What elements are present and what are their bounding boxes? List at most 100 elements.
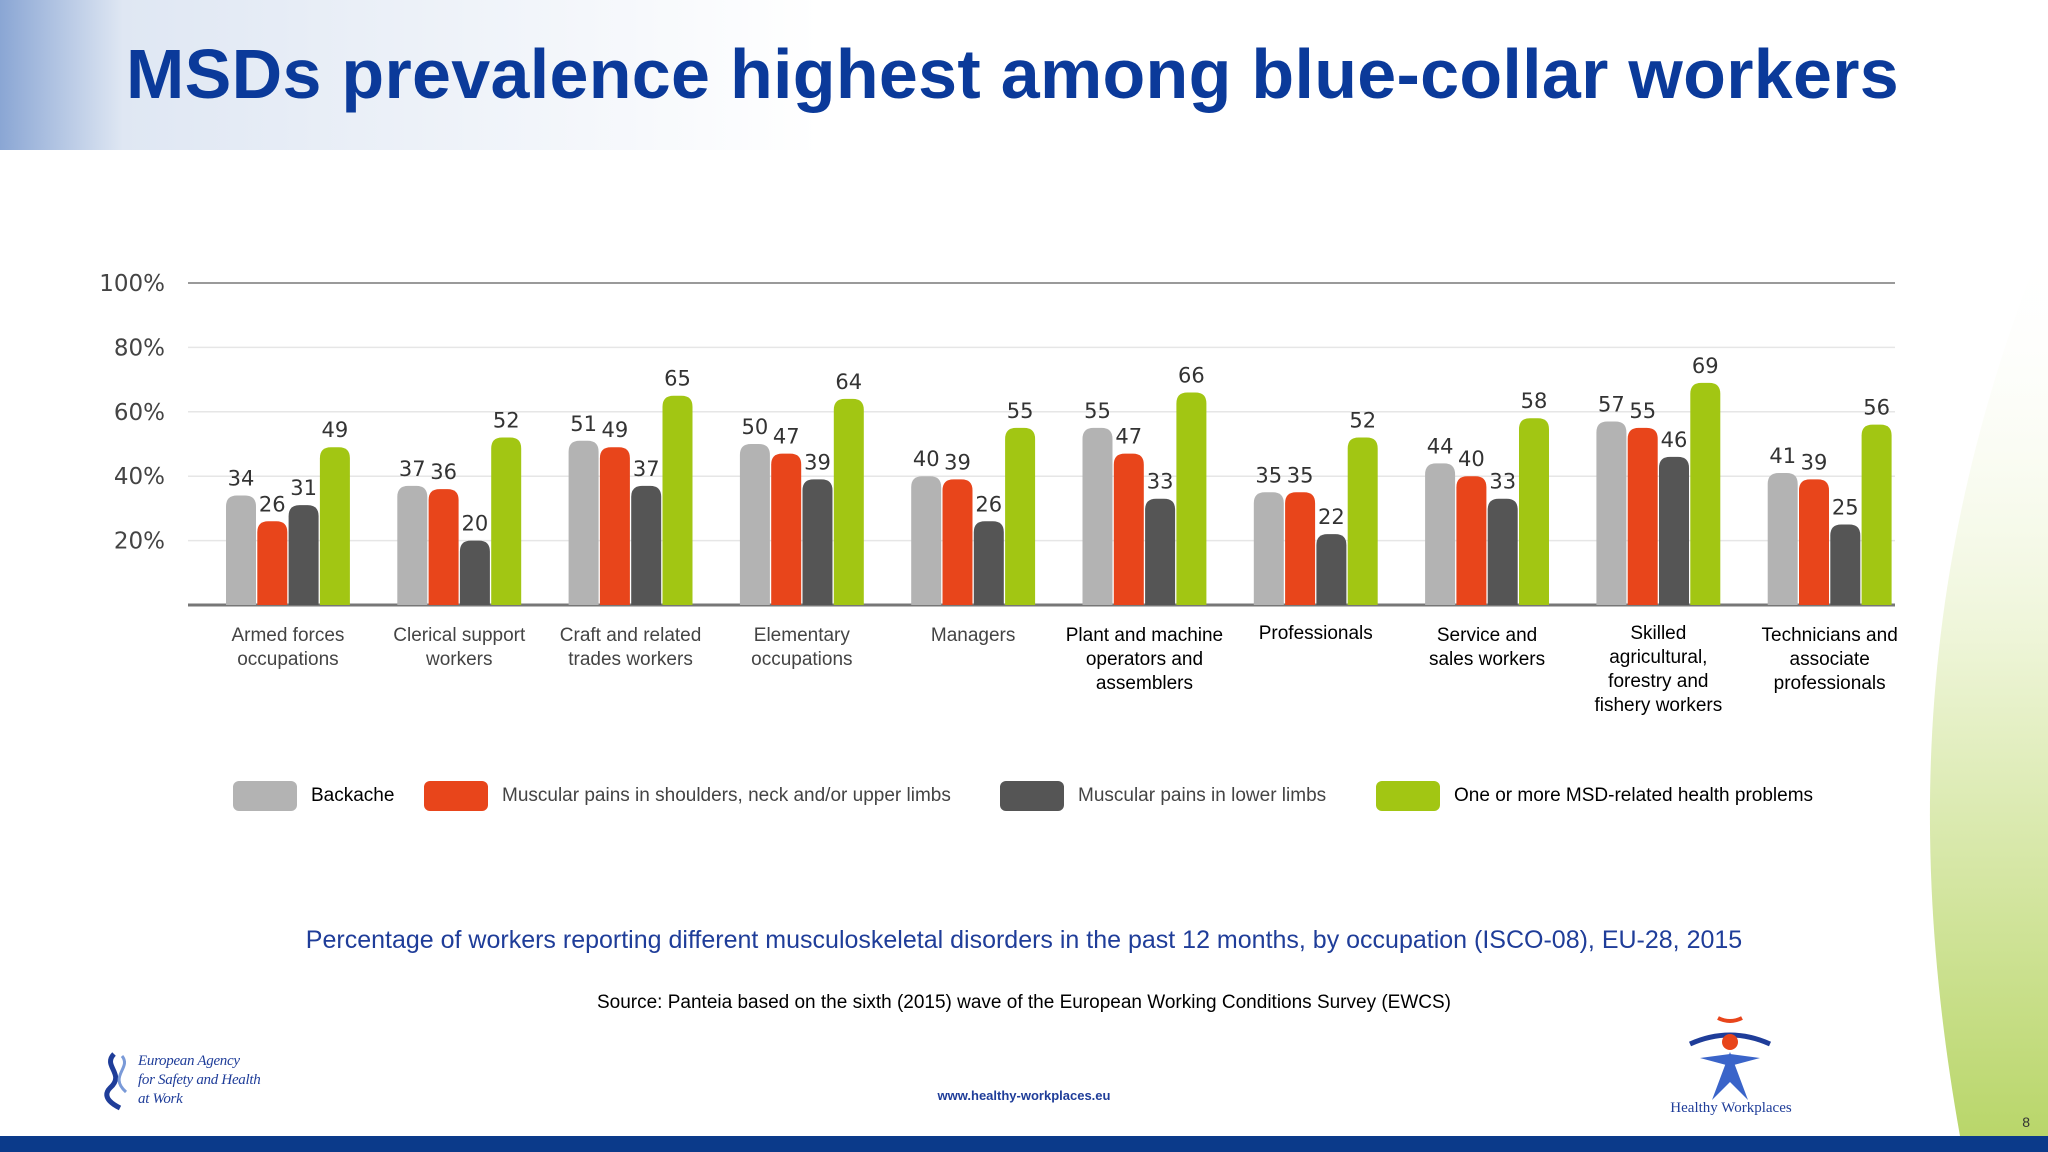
bar <box>1519 418 1549 605</box>
category-label: Technicians and associate professionals <box>1745 624 1915 696</box>
bar <box>1425 463 1456 605</box>
data-label: 64 <box>835 370 862 394</box>
data-label: 35 <box>1287 463 1314 487</box>
bar <box>942 479 973 605</box>
y-tick-label: 20% <box>114 529 165 555</box>
bar <box>802 479 833 605</box>
category-label-line: Plant and machine <box>1065 625 1224 646</box>
data-label: 33 <box>1147 470 1174 494</box>
category-label-line: workers <box>425 649 493 670</box>
data-label: 52 <box>1349 409 1376 433</box>
bar <box>1082 427 1113 605</box>
data-label: 52 <box>493 409 520 433</box>
bar <box>1176 392 1207 605</box>
bar <box>1659 456 1689 605</box>
bar <box>397 485 428 605</box>
y-tick-label: 100% <box>99 271 165 297</box>
data-label: 57 <box>1598 392 1625 416</box>
bar <box>1145 498 1176 605</box>
chart-caption: Percentage of workers reporting differen… <box>305 926 1743 954</box>
data-label: 22 <box>1318 505 1345 529</box>
footer-url[interactable]: www.healthy-workplaces.eu <box>937 1088 1111 1103</box>
bar <box>973 521 1004 605</box>
bar <box>599 447 630 605</box>
category-label-line: Craft and related <box>559 625 702 646</box>
data-label: 69 <box>1692 354 1719 378</box>
legend-item: Muscular pains in shoulders, neck and/or… <box>424 776 951 816</box>
category-label-line: fishery workers <box>1594 695 1723 716</box>
data-label: 41 <box>1769 444 1796 468</box>
category-label-line: professionals <box>1773 673 1886 694</box>
category-label-line: operators and <box>1085 649 1204 670</box>
bar <box>1347 437 1378 605</box>
data-label: 39 <box>1801 450 1828 474</box>
legend-swatch <box>1000 781 1064 811</box>
category-label-line: occupations <box>237 649 339 670</box>
legend-label: One or more MSD-related health problems <box>1454 785 1814 806</box>
chart-legend: Backache Muscular pains in shoulders, nec… <box>0 776 2048 816</box>
category-label: Clerical support workers <box>374 624 544 672</box>
data-label: 37 <box>399 457 426 481</box>
category-label-line: Elementary <box>753 625 850 646</box>
category-label-line: agricultural, <box>1609 647 1708 668</box>
data-label: 26 <box>259 492 286 516</box>
bar <box>1767 472 1798 605</box>
legend-label: Backache <box>311 785 395 806</box>
healthy-workplaces-logo-icon <box>1688 1016 1772 1100</box>
bar <box>1799 479 1829 605</box>
bar <box>1285 492 1316 605</box>
bar <box>491 437 522 605</box>
bar <box>771 453 802 605</box>
category-label: Skilled agricultural, forestry and fishery … <box>1573 622 1743 718</box>
bar <box>1113 453 1144 605</box>
category-label-line: occupations <box>751 649 853 670</box>
data-label: 55 <box>1084 399 1111 423</box>
legend-label: Muscular pains in shoulders, neck and/or… <box>502 785 951 806</box>
y-tick-label: 60% <box>114 400 165 426</box>
legend-item: One or more MSD-related health problems <box>1376 776 1813 816</box>
data-label: 39 <box>944 450 971 474</box>
y-tick-label: 80% <box>114 335 165 361</box>
bar <box>319 447 350 605</box>
bar <box>257 521 288 605</box>
category-label: Armed forces occupations <box>203 624 373 672</box>
data-label: 58 <box>1521 389 1548 413</box>
bar <box>1253 492 1284 605</box>
bar <box>1627 427 1658 605</box>
bar <box>1596 421 1627 605</box>
data-label: 37 <box>633 457 660 481</box>
category-label-line: associate <box>1789 649 1870 670</box>
legend-label: Muscular pains in lower limbs <box>1078 785 1327 806</box>
data-label: 26 <box>975 492 1002 516</box>
bar <box>833 398 864 605</box>
category-label: Managers <box>888 624 1058 648</box>
bar <box>1316 534 1347 605</box>
data-label: 55 <box>1629 399 1656 423</box>
y-tick-label: 40% <box>114 464 165 490</box>
category-label: Elementary occupations <box>717 624 887 672</box>
data-label: 49 <box>602 418 629 442</box>
data-label: 50 <box>742 415 769 439</box>
data-label: 46 <box>1661 428 1688 452</box>
legend-item: Backache <box>233 776 394 816</box>
category-label-line: Clerical support <box>393 625 526 646</box>
bar <box>911 476 942 605</box>
data-label: 47 <box>1115 425 1142 449</box>
category-label-line: Skilled <box>1630 623 1687 644</box>
legend-swatch <box>233 781 297 811</box>
category-label: Professionals <box>1231 622 1401 646</box>
bar <box>1487 498 1518 605</box>
data-label: 25 <box>1832 496 1859 520</box>
bar <box>226 495 256 605</box>
data-label: 55 <box>1007 399 1034 423</box>
bar <box>662 395 693 605</box>
category-label: Service and sales workers <box>1402 624 1572 672</box>
data-label: 47 <box>773 425 800 449</box>
data-label: 36 <box>430 460 457 484</box>
bar <box>1456 476 1487 605</box>
bar <box>631 485 662 605</box>
title-band <box>0 0 2048 150</box>
bar <box>1690 382 1721 605</box>
